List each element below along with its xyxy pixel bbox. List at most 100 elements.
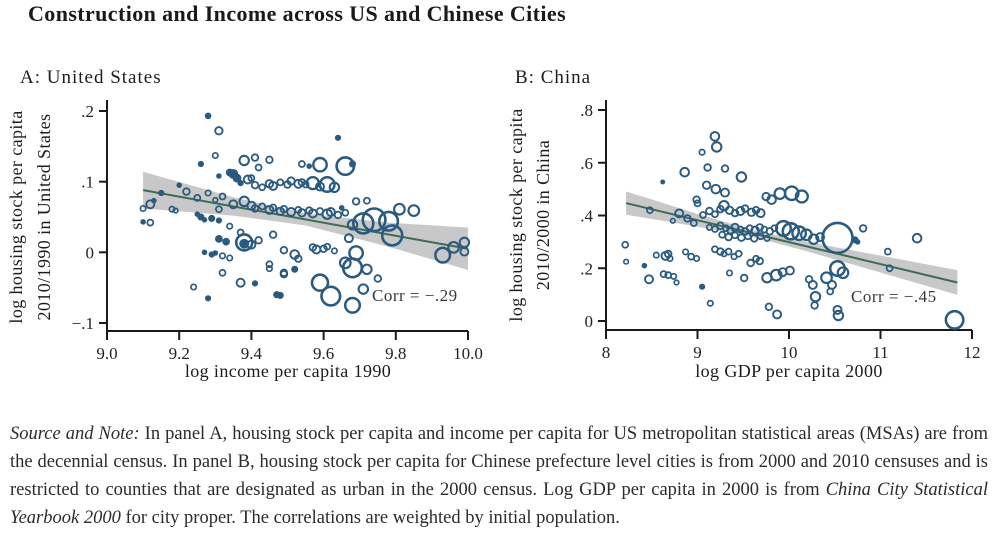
y-tick-label: .2 [81,102,94,121]
data-point [827,279,837,290]
panel-b-chart: B: China log housing stock per capita 20… [506,67,981,381]
data-point [706,299,714,307]
data-point [666,254,674,263]
panel-b-label: B: China [515,67,591,88]
panel-b-ylabel-line2: 2010/2000 in China [533,140,553,290]
data-point [250,204,260,213]
data-point [682,248,690,256]
data-point [763,234,771,242]
data-point [218,252,227,260]
y-tick-label: 0 [86,243,95,262]
data-point [226,222,234,230]
data-point [683,214,692,223]
data-point [434,246,452,264]
data-point [755,208,766,219]
data-point [182,187,191,196]
data-point [756,232,765,241]
panel-a-ylabel-line2: 2010/1990 in United States [34,114,54,321]
data-point [447,241,460,254]
data-point [338,205,345,211]
data-point [172,207,179,214]
data-point [720,164,730,173]
data-point [725,269,734,277]
data-point [736,225,745,234]
data-point [764,302,774,311]
data-point [709,131,721,142]
data-point [320,285,342,307]
source-note-lead: Source and Note: [10,423,140,444]
data-point [238,154,250,167]
data-point [724,247,733,256]
data-point [158,189,165,197]
data-point [250,153,260,162]
data-point [238,195,250,208]
y-tick-label: .6 [580,154,593,173]
data-point [820,271,833,285]
data-point [254,163,263,172]
y-tick-label: 0 [585,312,594,331]
data-point [318,175,336,194]
data-point [670,272,678,280]
data-point [836,266,850,280]
data-point [380,224,404,247]
data-point [276,291,284,299]
data-point [724,232,733,242]
data-point [734,249,743,258]
x-tick-label: 9.6 [313,344,334,363]
data-point [204,112,212,120]
data-point [298,160,306,168]
data-point [885,264,894,273]
y-tick-label: .2 [580,259,593,278]
panel-b-xlabel: log GDP per capita 2000 [695,361,883,381]
data-point [325,207,336,217]
source-note-book-title: China City Statistical Yearbook 2000 [10,479,988,528]
data-point [268,203,278,212]
panel-b-plot-area: 0 .2 .4 .6 .8 8 9 10 11 12 [580,100,981,362]
data-point [250,181,260,190]
data-point [698,148,706,156]
source-note: Source and Note: In panel A, housing sto… [10,420,988,532]
data-point [291,265,299,273]
data-point [710,141,723,153]
data-point [361,207,387,233]
data-point [215,235,223,243]
data-point [226,254,234,262]
y-tick-label: −.1 [72,314,94,333]
data-point [218,192,227,201]
data-point [348,160,357,168]
data-point [265,155,274,164]
data-point [735,171,748,183]
data-point [276,178,285,187]
data-point [911,232,923,244]
data-point [393,202,406,216]
data-point [740,204,750,213]
x-tick-label: 9.0 [96,344,117,363]
data-point [692,195,701,204]
data-point [716,205,725,214]
data-point [652,251,660,259]
data-point [361,263,373,276]
x-tick-label: 11 [872,343,888,362]
panel-a-ylabel-line1: log housing stock per capita [6,110,26,323]
data-point [279,268,289,277]
data-point [660,179,666,185]
data-point [698,283,706,290]
data-point [832,304,843,315]
data-point [201,249,208,256]
data-point [944,309,965,330]
data-point [807,279,818,290]
panel-a-xlabel: log income per capita 1990 [185,361,391,381]
data-point [373,274,382,283]
data-point [222,237,230,246]
data-point [343,233,354,244]
data-point [807,233,820,245]
x-tick-label: 10.0 [453,344,483,363]
figure-title: Construction and Income across US and Ch… [28,1,567,26]
data-point [659,270,668,278]
data-point [746,207,757,217]
data-point [212,250,219,256]
data-point [641,262,648,269]
data-point [268,180,279,191]
data-point [146,218,155,227]
